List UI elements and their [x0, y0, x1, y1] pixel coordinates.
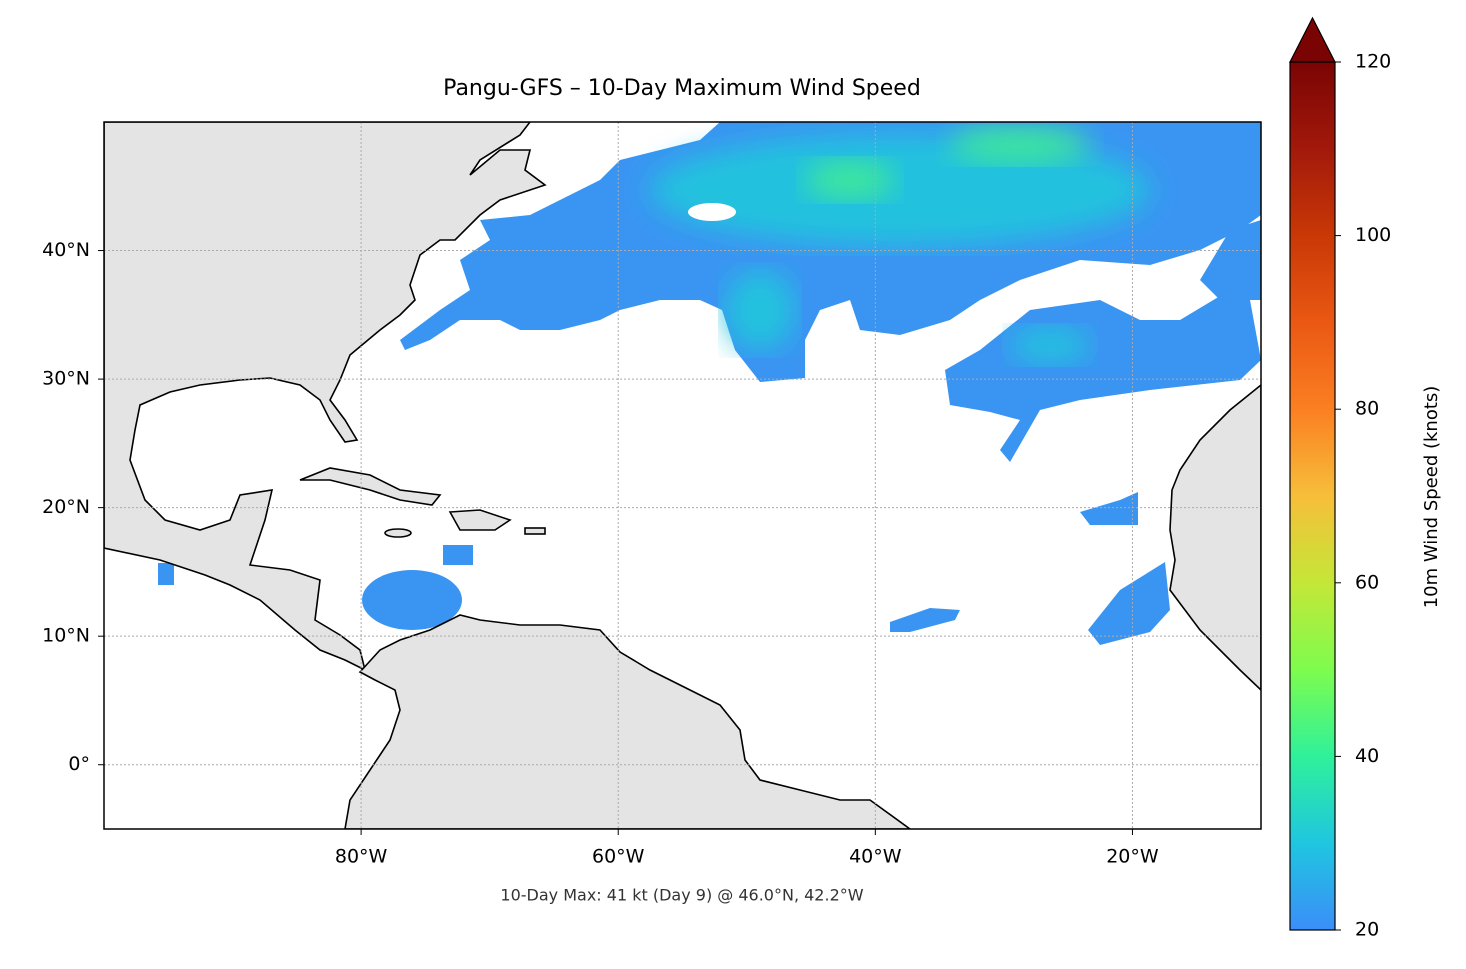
cuba [299, 467, 442, 506]
puerto-rico [524, 527, 546, 535]
x-tick-label: 20°W [1106, 846, 1159, 868]
wind-swath [443, 545, 473, 565]
colorbar-tick-label: 100 [1355, 224, 1391, 246]
colorbar-extend [1289, 16, 1336, 63]
y-tick-label: 30°N [42, 368, 90, 390]
wind-swath [1010, 327, 1090, 363]
grid [104, 122, 1261, 829]
wind-swath [158, 563, 174, 585]
wind-swath [725, 270, 795, 350]
y-tick-label: 20°N [42, 496, 90, 518]
colorbar-tick-label: 120 [1355, 51, 1391, 73]
y-tick-label: 40°N [42, 239, 90, 261]
jamaica [384, 528, 412, 538]
south-america [344, 614, 912, 829]
wind-swath [1200, 220, 1261, 300]
wind-swath [1080, 492, 1138, 525]
wind-swath [1088, 562, 1170, 645]
y-tick-label: 0° [68, 753, 90, 775]
wind-swath [890, 608, 960, 632]
colorbar-tick-label: 40 [1355, 745, 1379, 767]
x-tick-label: 40°W [849, 846, 902, 868]
colorbar-ramp [1290, 62, 1335, 930]
wind-swath [805, 160, 895, 200]
annotation: 10-Day Max: 41 kt (Day 9) @ 46.0°N, 42.2… [500, 886, 863, 905]
y-tick-label: 10°N [42, 625, 90, 647]
colorbar: 20 40 60 80 100 120 [1289, 16, 1391, 941]
north-america [104, 122, 547, 672]
wind-swath [950, 127, 1090, 163]
map [104, 122, 1261, 829]
colorbar-tick-label: 80 [1355, 398, 1379, 420]
x-tick-label: 60°W [592, 846, 645, 868]
chart-title: Pangu-GFS – 10-Day Maximum Wind Speed [443, 76, 921, 101]
colorbar-tick-label: 20 [1355, 919, 1379, 941]
africa [1169, 383, 1261, 692]
wind-swath [362, 570, 462, 630]
wind-gap [688, 203, 736, 221]
colorbar-frame [1289, 61, 1336, 931]
colorbar-tick-label: 60 [1355, 571, 1379, 593]
axes-frame [103, 121, 1262, 830]
hispaniola [448, 509, 512, 531]
colorbar-label: 10m Wind Speed (knots) [1421, 386, 1442, 609]
x-tick-label: 80°W [335, 846, 388, 868]
